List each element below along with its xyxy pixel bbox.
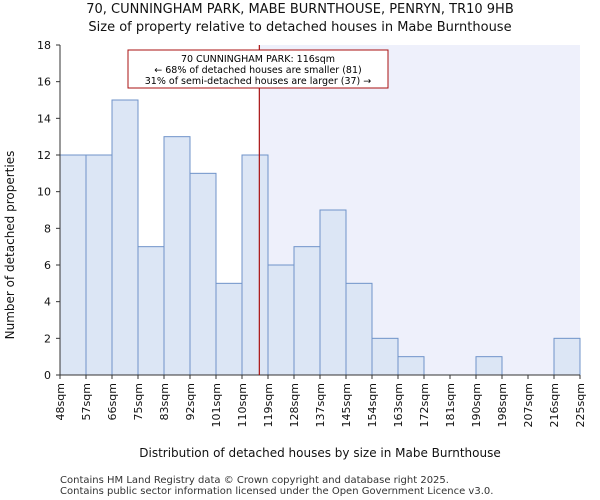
x-tick-label: 207sqm xyxy=(522,383,535,427)
histogram-bar xyxy=(397,356,425,376)
y-tick-label: 18 xyxy=(37,39,51,52)
x-tick-label: 128sqm xyxy=(288,383,301,427)
x-tick-label: 225sqm xyxy=(574,383,587,427)
chart-title: 70, CUNNINGHAM PARK, MABE BURNTHOUSE, PE… xyxy=(86,2,514,17)
histogram-bar xyxy=(111,99,139,376)
x-tick-label: 172sqm xyxy=(418,383,431,427)
histogram-bar xyxy=(319,209,347,376)
x-tick-label: 137sqm xyxy=(314,383,327,427)
y-tick-label: 6 xyxy=(44,259,51,272)
annotation-line-3: 31% of semi-detached houses are larger (… xyxy=(145,76,372,87)
x-axis-label: Distribution of detached houses by size … xyxy=(139,446,500,460)
histogram-bar xyxy=(189,172,217,376)
footer-copyright: Contains HM Land Registry data © Crown c… xyxy=(60,475,449,486)
x-tick-label: 145sqm xyxy=(340,383,353,427)
x-tick-label: 119sqm xyxy=(262,383,275,427)
x-tick-label: 48sqm xyxy=(54,383,67,420)
x-tick-label: 110sqm xyxy=(236,383,249,427)
histogram-bar xyxy=(371,337,399,376)
histogram-bar xyxy=(85,154,113,376)
x-tick-label: 92sqm xyxy=(184,383,197,420)
chart-subtitle: Size of property relative to detached ho… xyxy=(88,20,512,35)
x-tick-label: 181sqm xyxy=(444,383,457,427)
x-tick-label: 83sqm xyxy=(158,383,171,420)
histogram-bar xyxy=(345,282,373,376)
histogram-bar xyxy=(293,246,321,376)
annotation-line-2: ← 68% of detached houses are smaller (81… xyxy=(154,65,361,76)
annotation-line-1: 70 CUNNINGHAM PARK: 116sqm xyxy=(181,54,335,65)
y-tick-label: 2 xyxy=(44,332,51,345)
y-tick-label: 8 xyxy=(44,222,51,235)
x-tick-label: 216sqm xyxy=(548,383,561,427)
y-tick-label: 4 xyxy=(44,296,51,309)
histogram-bar xyxy=(475,356,503,376)
x-tick-label: 101sqm xyxy=(210,383,223,427)
x-tick-label: 57sqm xyxy=(80,383,93,420)
y-tick-label: 0 xyxy=(44,369,51,382)
histogram-bar xyxy=(59,154,87,376)
x-tick-label: 66sqm xyxy=(106,383,119,420)
histogram-bar xyxy=(241,154,269,376)
histogram-bar xyxy=(553,337,581,376)
x-tick-label: 190sqm xyxy=(470,383,483,427)
histogram-bar xyxy=(215,282,243,376)
y-tick-label: 12 xyxy=(37,149,51,162)
y-axis-label: Number of detached properties xyxy=(3,151,17,340)
histogram-bar xyxy=(163,136,191,376)
annotation-box xyxy=(127,49,389,89)
y-tick-label: 14 xyxy=(37,112,51,125)
histogram-bar xyxy=(267,264,295,376)
histogram-chart: 0 2 4 6 8 10 12 14 16 18 48sqm 57sqm 66sqm 75sqm 83sqm… xyxy=(3,39,587,460)
footer-licence: Contains public sector information licen… xyxy=(60,486,494,497)
y-tick-label: 10 xyxy=(37,186,51,199)
histogram-bar xyxy=(137,246,165,376)
x-tick-label: 154sqm xyxy=(366,383,379,427)
x-tick-label: 75sqm xyxy=(132,383,145,420)
x-tick-label: 163sqm xyxy=(392,383,405,427)
y-tick-label: 16 xyxy=(37,76,51,89)
x-tick-label: 198sqm xyxy=(496,383,509,427)
